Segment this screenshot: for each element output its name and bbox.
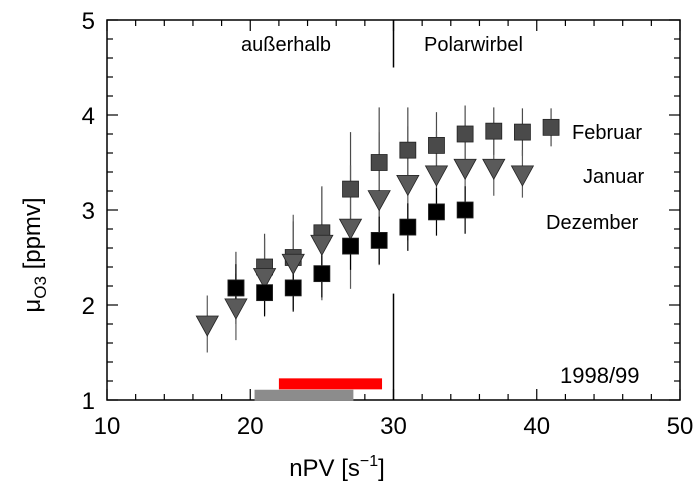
x-axis-title: nPV [s−1] bbox=[289, 453, 385, 482]
data-point-triangle bbox=[482, 158, 506, 181]
data-point-square bbox=[284, 279, 302, 297]
data-point-triangle bbox=[367, 190, 391, 212]
series-label-februar: Februar bbox=[572, 122, 642, 144]
data-point-triangle bbox=[338, 218, 363, 240]
data-point-square bbox=[428, 136, 445, 154]
data-point-triangle bbox=[224, 298, 248, 320]
y-tick-label: 3 bbox=[82, 198, 95, 225]
y-tick-label: 4 bbox=[82, 103, 95, 130]
y-tick-label: 2 bbox=[82, 293, 95, 320]
series-label-dezember: Dezember bbox=[546, 212, 639, 234]
data-point-square bbox=[514, 123, 531, 141]
data-point-triangle bbox=[424, 165, 449, 187]
data-point-square bbox=[256, 284, 273, 302]
range-bar-0 bbox=[278, 378, 383, 390]
data-point-square bbox=[456, 125, 474, 143]
data-point-square bbox=[370, 154, 388, 171]
data-point-square bbox=[399, 218, 417, 236]
data-point-triangle bbox=[281, 253, 305, 276]
data-point-square bbox=[342, 237, 359, 255]
annotation-outside: außerhalb bbox=[241, 34, 331, 56]
data-point-square bbox=[485, 122, 503, 140]
x-tick-label: 40 bbox=[523, 413, 550, 440]
data-point-square bbox=[342, 180, 359, 198]
data-point-triangle bbox=[510, 165, 535, 187]
x-tick-label: 50 bbox=[667, 413, 694, 440]
axes-layer: 10 20 30 40 50 1 2 3 4 5 bbox=[82, 8, 694, 440]
x-tick-label: 20 bbox=[237, 413, 264, 440]
data-point-square bbox=[370, 231, 388, 249]
series-label-januar: Januar bbox=[583, 166, 644, 188]
data-point-triangle bbox=[195, 315, 219, 337]
annotation-vortex: Polarwirbel bbox=[424, 34, 523, 56]
y-axis-title: μO3 [ppmv] bbox=[19, 197, 50, 312]
data-point-square bbox=[227, 279, 245, 297]
data-point-square bbox=[542, 118, 560, 136]
x-tick-label: 30 bbox=[380, 413, 407, 440]
range-bar-1 bbox=[254, 389, 354, 401]
data-point-square bbox=[428, 203, 445, 221]
data-point-square bbox=[399, 141, 417, 159]
data-point-triangle bbox=[396, 174, 420, 197]
y-tick-label: 1 bbox=[82, 388, 95, 415]
data-point-triangle bbox=[453, 158, 477, 181]
data-layer bbox=[195, 105, 560, 401]
data-point-triangle bbox=[252, 268, 277, 290]
data-point-triangle bbox=[310, 234, 334, 257]
x-tick-label: 10 bbox=[94, 413, 121, 440]
data-point-square bbox=[313, 265, 331, 283]
y-tick-label: 5 bbox=[82, 8, 95, 35]
data-point-square bbox=[456, 201, 474, 219]
annotation-year: 1998/99 bbox=[560, 363, 640, 388]
